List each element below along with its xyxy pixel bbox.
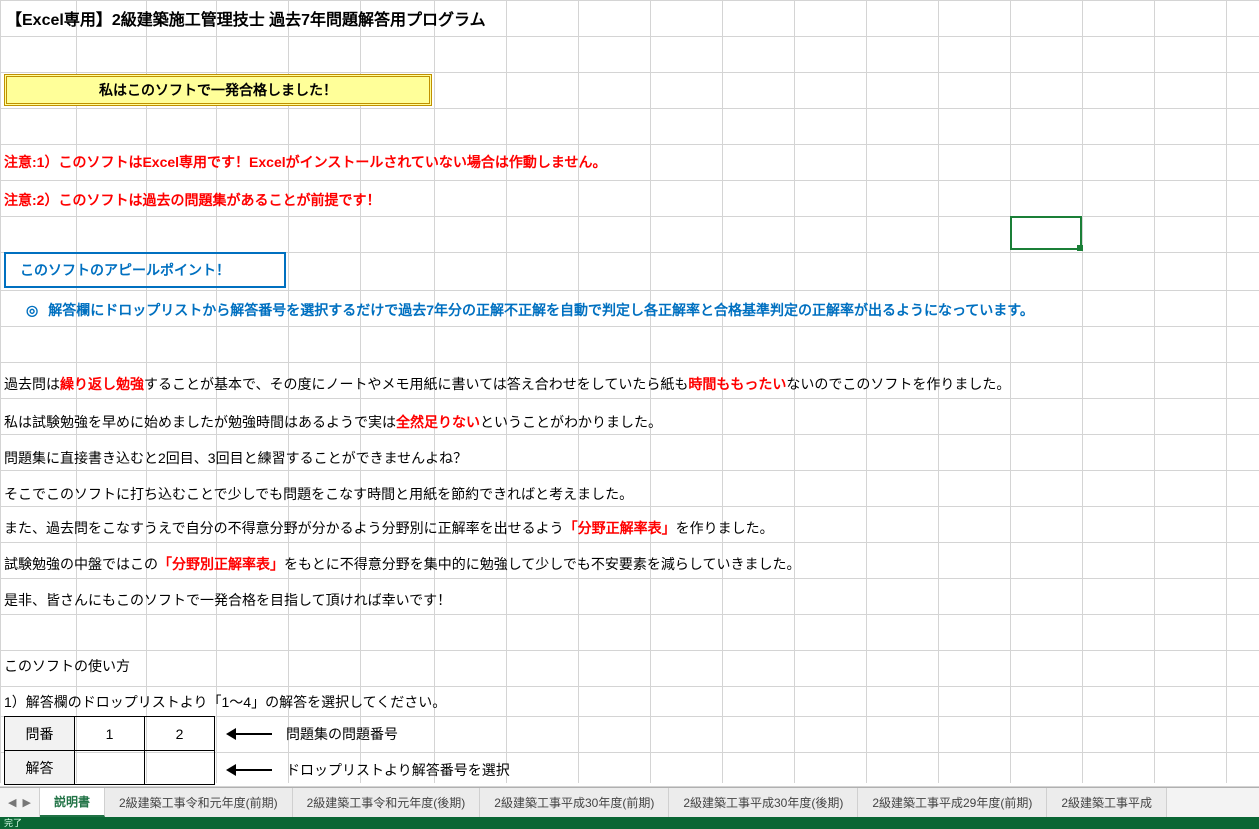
tab-nav: ◀ ▶: [0, 788, 40, 817]
arrow-note-2: ドロップリストより解答番号を選択: [228, 760, 510, 780]
status-bar: 完了: [0, 817, 1259, 829]
warning-2: 注意:2）このソフトは過去の問題集があることが前提です！: [4, 190, 380, 210]
example-table: 問番 1 2 解答: [4, 716, 215, 785]
spreadsheet-sheet: 【Excel専用】2級建築施工管理技士 過去7年問題解答用プログラム 私はこのソ…: [0, 0, 1259, 829]
table-answer-1[interactable]: [75, 751, 145, 785]
tab-6[interactable]: 2級建築工事平成: [1047, 788, 1167, 817]
tab-1[interactable]: 2級建築工事令和元年度(前期): [105, 788, 293, 817]
table-answer-2[interactable]: [145, 751, 215, 785]
page-title: 【Excel専用】2級建築施工管理技士 過去7年問題解答用プログラム: [2, 0, 490, 36]
paragraph-2: 私は試験勉強を早めに始めましたが勉強時間はあるようで実は全然足りないということが…: [4, 412, 662, 432]
paragraph-6: 試験勉強の中盤ではこの「分野別正解率表」をもとに不得意分野を集中的に勉強して少し…: [4, 554, 800, 574]
arrow-note-1: 問題集の問題番号: [228, 724, 398, 744]
paragraph-1: 過去問は繰り返し勉強することが基本で、その度にノートやメモ用紙に書いては答え合わ…: [4, 374, 1010, 394]
tab-nav-next-icon[interactable]: ▶: [22, 796, 30, 809]
appeal-box: このソフトのアピールポイント！: [4, 252, 286, 288]
appeal-label: このソフトのアピールポイント！: [20, 260, 230, 280]
tab-2[interactable]: 2級建築工事令和元年度(後期): [293, 788, 481, 817]
warning-1: 注意:1）このソフトはExcel専用です！Excelがインストールされていない場…: [4, 152, 607, 172]
howto-heading: このソフトの使い方: [4, 656, 130, 676]
table-cell-2: 2: [145, 717, 215, 751]
table-cell-1: 1: [75, 717, 145, 751]
howto-step-1: 1）解答欄のドロップリストより「1～4」の解答を選択してください。: [4, 692, 446, 712]
banner-text: 私はこのソフトで一発合格しました！: [99, 80, 337, 100]
circle-symbol: ◎: [26, 302, 38, 319]
paragraph-3: 問題集に直接書き込むと2回目、3回目と練習することができませんよね？: [4, 448, 467, 468]
paragraph-5: また、過去問をこなすうえで自分の不得意分野が分かるよう分野別に正解率を出せるよう…: [4, 518, 774, 538]
arrow-left-icon: [228, 733, 272, 735]
tab-4[interactable]: 2級建築工事平成30年度(後期): [669, 788, 858, 817]
banner-box: 私はこのソフトで一発合格しました！: [4, 74, 432, 106]
tab-3[interactable]: 2級建築工事平成30年度(前期): [480, 788, 669, 817]
table-rowhdr-1: 問番: [5, 717, 75, 751]
tab-active[interactable]: 説明書: [40, 788, 105, 817]
arrow-left-icon: [228, 769, 272, 771]
paragraph-4: そこでこのソフトに打ち込むことで少しでも問題をこなす時間と用紙を節約できればと考…: [4, 484, 633, 504]
table-rowhdr-2: 解答: [5, 751, 75, 785]
appeal-desc: ◎解答欄にドロップリストから解答番号を選択するだけで過去7年分の正解不正解を自動…: [0, 300, 1034, 320]
tab-nav-prev-icon[interactable]: ◀: [8, 796, 16, 809]
selected-cell[interactable]: [1010, 216, 1082, 250]
tab-5[interactable]: 2級建築工事平成29年度(前期): [858, 788, 1047, 817]
sheet-tab-strip: ◀ ▶ 説明書 2級建築工事令和元年度(前期) 2級建築工事令和元年度(後期) …: [0, 787, 1259, 817]
paragraph-7: 是非、皆さんにもこのソフトで一発合格を目指して頂ければ幸いです！: [4, 590, 451, 610]
